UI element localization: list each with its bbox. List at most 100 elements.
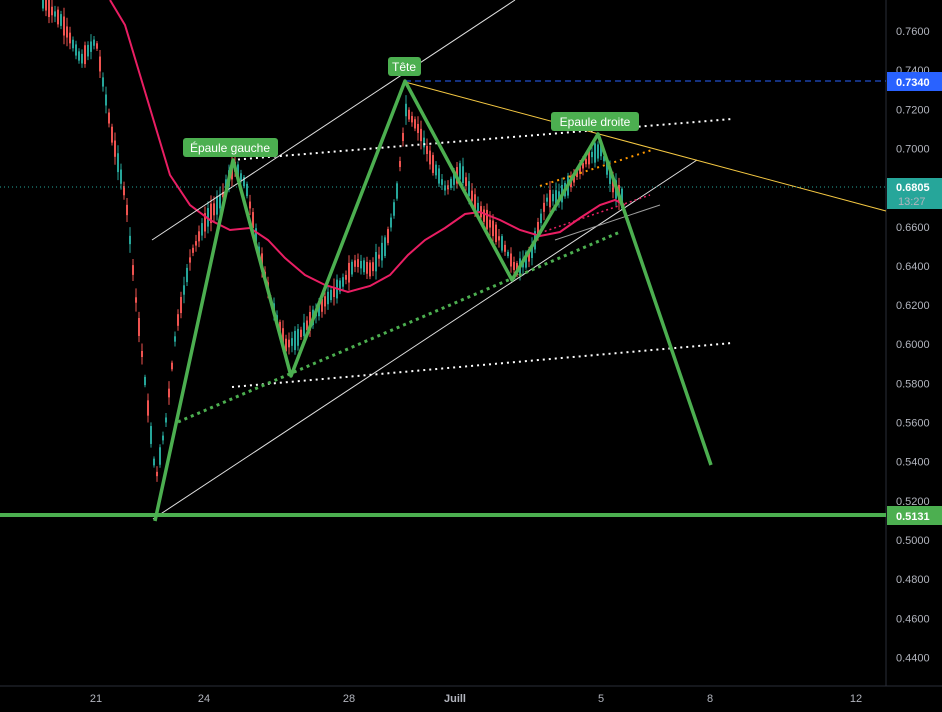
channel-lower-line <box>152 159 698 520</box>
candle-body <box>543 202 545 212</box>
candle-body <box>288 339 290 348</box>
candle-body <box>201 223 203 236</box>
candle-body <box>87 44 89 57</box>
time-tick-label: 24 <box>198 693 210 705</box>
price-tick-label: 0.7200 <box>896 104 930 116</box>
svg-text:Tête: Tête <box>392 60 416 74</box>
candle-body <box>318 302 320 317</box>
candle-body <box>591 151 593 158</box>
time-tick-label: 21 <box>90 693 102 705</box>
candle-body <box>165 417 167 423</box>
red-dotted-line <box>539 194 651 234</box>
time-tick-label: 5 <box>598 693 604 705</box>
candle-body <box>339 280 341 292</box>
candle-body <box>477 202 479 213</box>
candle-body <box>297 328 299 346</box>
candle-body <box>192 247 194 253</box>
candle-body <box>246 183 248 197</box>
candle-body <box>396 183 398 199</box>
candle-body <box>156 471 158 477</box>
moving-average-line <box>109 0 626 294</box>
candle-body <box>180 296 182 314</box>
candle-body <box>345 274 347 280</box>
candle-body <box>429 150 431 165</box>
candle-body <box>606 160 608 175</box>
candle-body <box>588 150 590 165</box>
candle-body <box>252 212 254 228</box>
candle-body <box>303 322 305 337</box>
candle-body <box>216 196 218 215</box>
candle-body <box>126 204 128 216</box>
price-tick-label: 0.6600 <box>896 222 930 234</box>
candle-body <box>423 137 425 148</box>
annotation-head[interactable]: Tête <box>388 57 421 76</box>
candle-body <box>531 244 533 258</box>
candle-body <box>186 267 188 283</box>
candle-body <box>597 144 599 159</box>
candle-body <box>96 43 98 49</box>
candle-body <box>48 0 50 18</box>
candle-body <box>147 400 149 416</box>
candle-body <box>78 51 80 61</box>
candle-body <box>327 291 329 305</box>
candle-body <box>285 338 287 352</box>
candle-body <box>414 119 416 129</box>
candle-body <box>492 220 494 237</box>
candle-body <box>558 191 560 201</box>
time-tick-label: 8 <box>707 693 713 705</box>
candle-body <box>69 32 71 44</box>
candle-body <box>585 159 587 165</box>
candle-body <box>360 260 362 269</box>
candle-body <box>465 177 467 187</box>
time-axis[interactable]: 21 24 28 Juill 5 8 12 <box>0 685 942 705</box>
annotation-right-shoulder[interactable]: Epaule droite <box>551 112 639 131</box>
candle-body <box>390 217 392 228</box>
candle-body <box>435 164 437 176</box>
candle-body <box>333 286 335 298</box>
price-tick-label: 0.6400 <box>896 261 930 273</box>
candle-body <box>300 329 302 338</box>
candle-body <box>471 190 473 201</box>
candle-body <box>375 251 377 272</box>
candle-body <box>240 173 242 181</box>
candle-body <box>402 132 404 142</box>
candle-body <box>408 109 410 120</box>
head-and-shoulders-pattern <box>153 79 713 522</box>
candle-body <box>459 163 461 180</box>
grey-short-line <box>554 204 661 241</box>
candle-body <box>204 213 206 232</box>
candle-body <box>51 6 53 16</box>
candle-body <box>102 77 104 87</box>
candle-body <box>171 362 173 370</box>
candle-body <box>114 140 116 157</box>
candle-body <box>444 185 446 191</box>
candle-body <box>576 170 578 177</box>
candle-body <box>366 261 368 274</box>
price-tick-label: 0.6000 <box>896 339 930 351</box>
candle-body <box>321 298 323 312</box>
candle-body <box>387 229 389 243</box>
candle-body <box>213 203 215 216</box>
candle-body <box>72 39 74 49</box>
price-tick-label: 0.4600 <box>896 613 930 625</box>
svg-text:13:27: 13:27 <box>898 196 926 208</box>
candle-body <box>111 126 113 143</box>
candle-body <box>183 285 185 295</box>
candle-body <box>189 257 191 263</box>
candle-body <box>123 186 125 196</box>
candle-body <box>510 253 512 267</box>
candle-body <box>132 265 134 275</box>
candle-body <box>210 203 212 224</box>
candle-body <box>438 168 440 184</box>
candle-body <box>540 213 542 224</box>
annotation-left-shoulder[interactable]: Épaule gauche <box>183 138 278 157</box>
candle-body <box>372 262 374 272</box>
candle-body <box>129 235 131 245</box>
price-tick-label: 0.7000 <box>896 143 930 155</box>
candle-body <box>612 177 614 193</box>
candle-body <box>600 143 602 157</box>
price-tick-label: 0.5200 <box>896 496 930 508</box>
candle-body <box>513 261 515 271</box>
candle-body <box>75 44 77 56</box>
